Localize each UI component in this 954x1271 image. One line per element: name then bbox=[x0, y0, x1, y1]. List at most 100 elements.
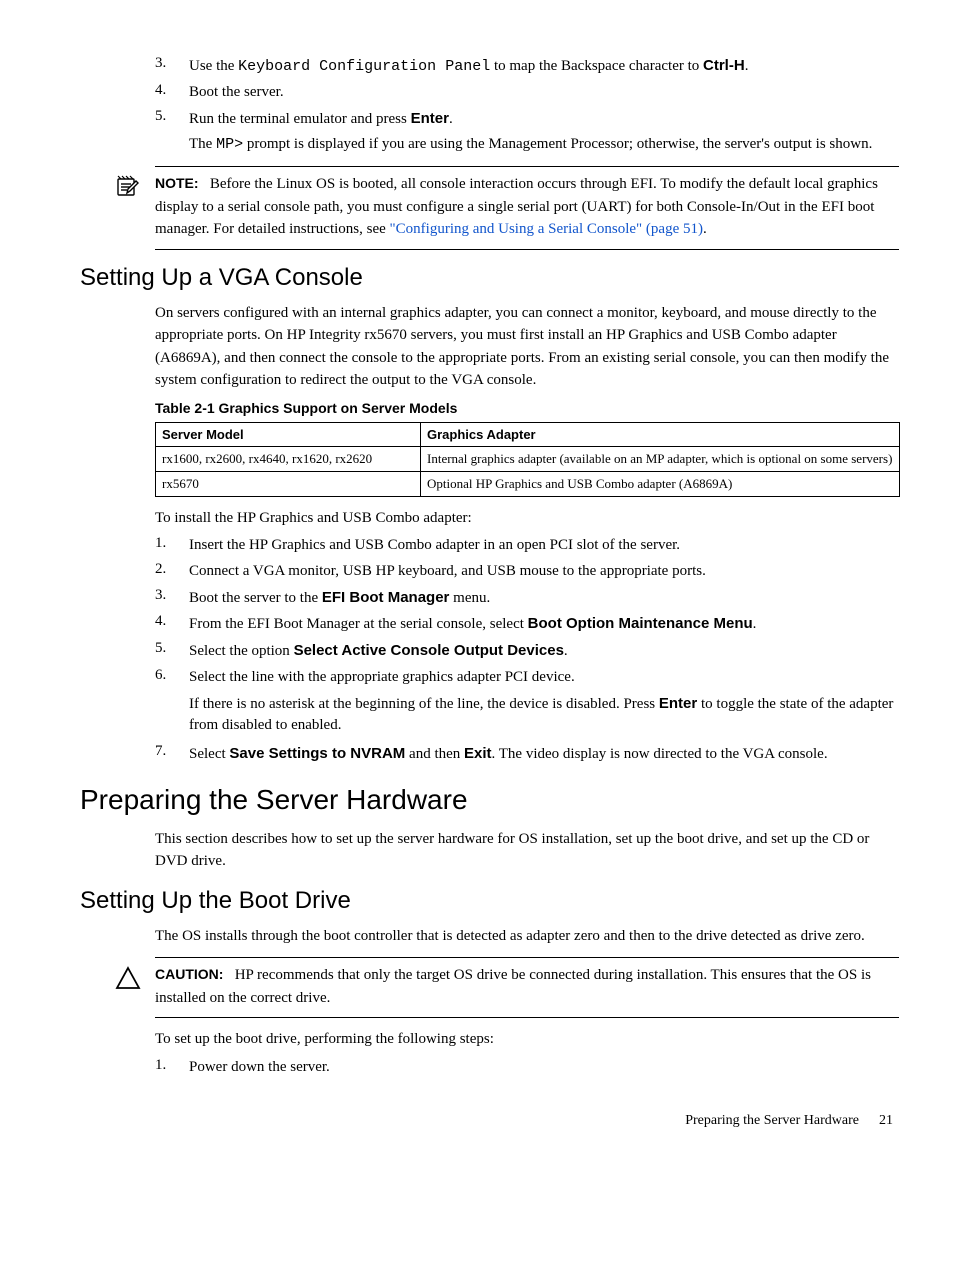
list-item: 5. Run the terminal emulator and press E… bbox=[155, 108, 899, 131]
code-text: MP> bbox=[216, 136, 243, 153]
text: . bbox=[449, 111, 453, 127]
note-callout: NOTE: Before the Linux OS is booted, all… bbox=[115, 173, 899, 241]
text: to map the Backspace character to bbox=[490, 58, 703, 74]
list-item: 7. Select Save Settings to NVRAM and the… bbox=[155, 743, 899, 766]
body-text: The OS installs through the boot control… bbox=[155, 925, 899, 948]
section-heading-boot: Setting Up the Boot Drive bbox=[80, 887, 899, 915]
text: Select bbox=[189, 746, 229, 762]
key-label: Enter bbox=[659, 695, 697, 712]
text: Use the bbox=[189, 58, 238, 74]
table-header: Server Model bbox=[156, 422, 421, 446]
list-item: 5. Select the option Select Active Conso… bbox=[155, 640, 899, 663]
list-number: 3. bbox=[155, 55, 189, 78]
list-item: 6. Select the line with the appropriate … bbox=[155, 667, 899, 689]
list-item: 1. Insert the HP Graphics and USB Combo … bbox=[155, 535, 899, 557]
text: If there is no asterisk at the beginning… bbox=[189, 696, 659, 712]
numbered-list-3: 1. Power down the server. bbox=[155, 1057, 899, 1079]
list-text: Power down the server. bbox=[189, 1057, 330, 1079]
list-text: Run the terminal emulator and press Ente… bbox=[189, 108, 453, 131]
list-number: 7. bbox=[155, 743, 189, 766]
divider bbox=[155, 1017, 899, 1018]
list-text: Select the line with the appropriate gra… bbox=[189, 667, 575, 689]
list-item: 3. Use the Keyboard Configuration Panel … bbox=[155, 55, 899, 78]
table-row: rx5670 Optional HP Graphics and USB Comb… bbox=[156, 471, 900, 496]
table-cell: Internal graphics adapter (available on … bbox=[421, 446, 900, 471]
body-text: To set up the boot drive, performing the… bbox=[155, 1028, 899, 1051]
text: HP recommends that only the target OS dr… bbox=[155, 967, 871, 1006]
key-label: Ctrl-H bbox=[703, 57, 745, 74]
numbered-list-2: 1. Insert the HP Graphics and USB Combo … bbox=[155, 535, 899, 689]
table-cell: rx5670 bbox=[156, 471, 421, 496]
section-heading-preparing: Preparing the Server Hardware bbox=[80, 784, 899, 816]
list-text: From the EFI Boot Manager at the serial … bbox=[189, 613, 756, 636]
text: menu. bbox=[449, 590, 490, 606]
note-icon bbox=[115, 173, 155, 241]
key-label: Enter bbox=[411, 110, 449, 127]
text: Run the terminal emulator and press bbox=[189, 111, 411, 127]
list-item: 1. Power down the server. bbox=[155, 1057, 899, 1079]
ui-label: EFI Boot Manager bbox=[322, 589, 450, 606]
table-caption: Table 2-1 Graphics Support on Server Mod… bbox=[155, 400, 899, 416]
text: The bbox=[189, 136, 216, 152]
list-number: 3. bbox=[155, 587, 189, 610]
list-item: 2. Connect a VGA monitor, USB HP keyboar… bbox=[155, 561, 899, 583]
text: prompt is displayed if you are using the… bbox=[243, 136, 872, 152]
text: From the EFI Boot Manager at the serial … bbox=[189, 616, 528, 632]
text: Boot the server to the bbox=[189, 590, 322, 606]
followup-text: The MP> prompt is displayed if you are u… bbox=[189, 134, 899, 156]
text: Select the option bbox=[189, 643, 294, 659]
ui-label: Boot Option Maintenance Menu bbox=[528, 615, 753, 632]
text: . bbox=[753, 616, 757, 632]
table-cell: Optional HP Graphics and USB Combo adapt… bbox=[421, 471, 900, 496]
numbered-list-1: 3. Use the Keyboard Configuration Panel … bbox=[155, 55, 899, 130]
caution-body: CAUTION: HP recommends that only the tar… bbox=[155, 964, 899, 1009]
list-number: 5. bbox=[155, 640, 189, 663]
list-number: 5. bbox=[155, 108, 189, 131]
table-header: Graphics Adapter bbox=[421, 422, 900, 446]
note-label: NOTE: bbox=[155, 175, 199, 191]
list-text: Boot the server. bbox=[189, 82, 284, 104]
list-text: Insert the HP Graphics and USB Combo ada… bbox=[189, 535, 680, 557]
page-footer: Preparing the Server Hardware 21 bbox=[60, 1113, 899, 1129]
list-number: 4. bbox=[155, 82, 189, 104]
table-row: rx1600, rx2600, rx4640, rx1620, rx2620 I… bbox=[156, 446, 900, 471]
list-text: Connect a VGA monitor, USB HP keyboard, … bbox=[189, 561, 706, 583]
graphics-support-table: Server Model Graphics Adapter rx1600, rx… bbox=[155, 422, 900, 497]
list-number: 4. bbox=[155, 613, 189, 636]
body-text: This section describes how to set up the… bbox=[155, 828, 899, 873]
text: . bbox=[703, 221, 707, 237]
list-text: Select Save Settings to NVRAM and then E… bbox=[189, 743, 828, 766]
text: . The video display is now directed to t… bbox=[492, 746, 828, 762]
body-text: To install the HP Graphics and USB Combo… bbox=[155, 507, 899, 530]
list-number: 1. bbox=[155, 1057, 189, 1079]
numbered-list-2b: 7. Select Save Settings to NVRAM and the… bbox=[155, 743, 899, 766]
note-body: NOTE: Before the Linux OS is booted, all… bbox=[155, 173, 899, 241]
list-text: Select the option Select Active Console … bbox=[189, 640, 568, 663]
body-text: On servers configured with an internal g… bbox=[155, 302, 899, 392]
text: . bbox=[564, 643, 568, 659]
list-number: 2. bbox=[155, 561, 189, 583]
list-number: 6. bbox=[155, 667, 189, 689]
caution-label: CAUTION: bbox=[155, 966, 223, 982]
list-number: 1. bbox=[155, 535, 189, 557]
page-number: 21 bbox=[879, 1113, 893, 1129]
divider bbox=[155, 957, 899, 958]
ui-label: Select Active Console Output Devices bbox=[294, 642, 564, 659]
text: and then bbox=[405, 746, 464, 762]
cross-reference-link[interactable]: "Configuring and Using a Serial Console"… bbox=[390, 221, 703, 237]
caution-callout: CAUTION: HP recommends that only the tar… bbox=[115, 964, 899, 1009]
divider bbox=[155, 249, 899, 250]
list-text: Use the Keyboard Configuration Panel to … bbox=[189, 55, 748, 78]
followup-text: If there is no asterisk at the beginning… bbox=[189, 693, 899, 738]
footer-section-title: Preparing the Server Hardware bbox=[685, 1113, 859, 1129]
code-text: Keyboard Configuration Panel bbox=[238, 58, 490, 75]
caution-icon bbox=[115, 964, 155, 1009]
ui-label: Exit bbox=[464, 745, 492, 762]
table-cell: rx1600, rx2600, rx4640, rx1620, rx2620 bbox=[156, 446, 421, 471]
list-item: 3. Boot the server to the EFI Boot Manag… bbox=[155, 587, 899, 610]
table-header-row: Server Model Graphics Adapter bbox=[156, 422, 900, 446]
ui-label: Save Settings to NVRAM bbox=[229, 745, 405, 762]
list-item: 4. From the EFI Boot Manager at the seri… bbox=[155, 613, 899, 636]
divider bbox=[155, 166, 899, 167]
section-heading-vga: Setting Up a VGA Console bbox=[80, 264, 899, 292]
